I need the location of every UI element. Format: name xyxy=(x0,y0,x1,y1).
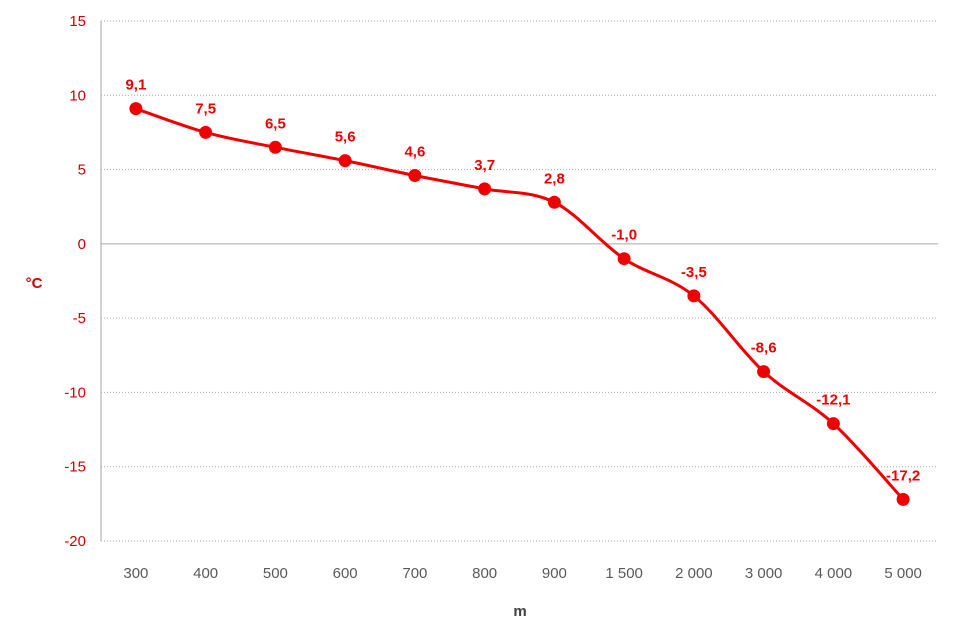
y-tick-label: -5 xyxy=(73,310,86,327)
data-label: 2,8 xyxy=(544,170,565,187)
data-label: 7,5 xyxy=(195,100,216,117)
x-tick-label: 3 000 xyxy=(745,565,783,582)
data-label: 4,6 xyxy=(404,144,425,161)
data-label: -8,6 xyxy=(751,340,777,357)
data-labels: 9,1 7,5 6,5 5,6 4,6 3,7 2,8 -1,0 -3,5 -8,6 -12,1 -1… xyxy=(125,77,920,485)
data-point xyxy=(617,252,631,266)
data-point xyxy=(826,417,840,431)
data-point xyxy=(547,195,561,209)
x-axis-title: m xyxy=(513,603,526,620)
y-tick-label: 0 xyxy=(78,236,86,253)
y-tick-label: 5 xyxy=(78,162,86,179)
x-tick-label: 600 xyxy=(333,565,358,582)
x-tick-label: 900 xyxy=(542,565,567,582)
x-tick-label: 1 500 xyxy=(605,565,643,582)
y-tick-label: -10 xyxy=(64,384,86,401)
data-label: 6,5 xyxy=(265,115,286,132)
data-point xyxy=(896,492,910,506)
x-tick-label: 300 xyxy=(123,565,148,582)
y-tick-label: -15 xyxy=(64,459,86,476)
data-points xyxy=(129,102,910,506)
data-label: -17,2 xyxy=(886,467,920,484)
data-point xyxy=(408,169,422,183)
x-tick-label: 400 xyxy=(193,565,218,582)
data-point xyxy=(687,289,701,303)
x-tick-label: 2 000 xyxy=(675,565,713,582)
y-tick-label: 15 xyxy=(69,13,86,30)
gridlines xyxy=(100,20,938,542)
x-tick-label: 4 000 xyxy=(815,565,853,582)
y-tick-label: 10 xyxy=(69,87,86,104)
data-point xyxy=(199,125,213,139)
data-point xyxy=(478,182,492,196)
data-point xyxy=(757,365,771,379)
y-tick-label: -20 xyxy=(64,533,86,550)
y-axis-title: °C xyxy=(26,275,43,292)
data-label: -3,5 xyxy=(681,264,707,281)
data-label: 3,7 xyxy=(474,157,495,174)
x-tick-label: 5 000 xyxy=(884,565,922,582)
data-label: -12,1 xyxy=(816,392,850,409)
data-point xyxy=(129,102,143,116)
x-tick-label: 800 xyxy=(472,565,497,582)
data-label: 9,1 xyxy=(125,77,146,94)
data-label: -1,0 xyxy=(611,227,637,244)
x-axis-ticks: 300 400 500 600 700 800 900 1 500 2 000 3 000 4 00… xyxy=(123,565,922,582)
series-line xyxy=(135,107,905,501)
data-label: 5,6 xyxy=(335,129,356,146)
x-tick-label: 700 xyxy=(402,565,427,582)
data-point xyxy=(268,140,282,154)
x-tick-label: 500 xyxy=(263,565,288,582)
y-axis-ticks: 15 10 5 0 -5 -10 -15 -20 xyxy=(64,13,86,550)
data-point xyxy=(338,154,352,168)
